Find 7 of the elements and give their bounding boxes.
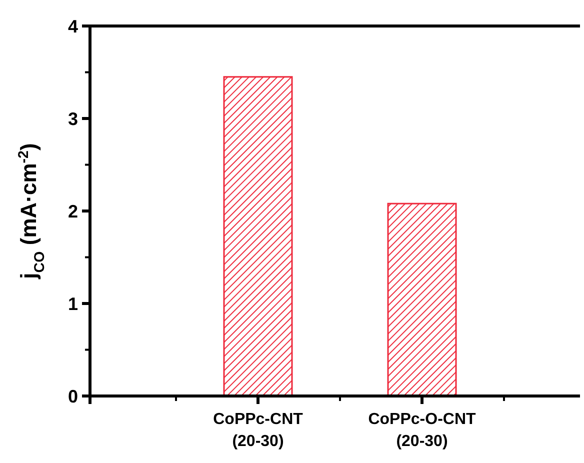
y-tick-label: 3: [68, 108, 78, 129]
x-tick-label: CoPPc-O-CNT (20-30): [368, 411, 476, 450]
y-tick-label: 0: [68, 386, 78, 406]
y-tick-label: 4: [68, 16, 78, 36]
x-tick-label: CoPPc-CNT (20-30): [213, 411, 304, 450]
y-tick-label: 2: [68, 201, 78, 222]
y-tick-label: 1: [68, 294, 78, 314]
